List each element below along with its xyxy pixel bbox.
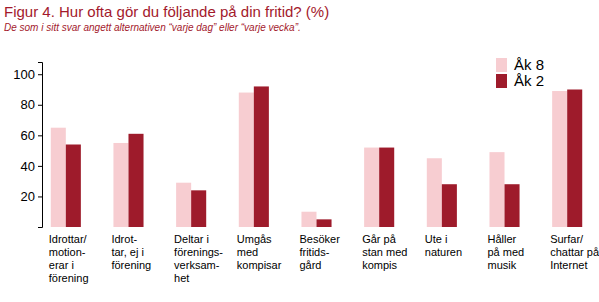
- bars: [51, 86, 582, 227]
- series: [51, 91, 567, 227]
- y-axis: 20 40 60 80 100: [13, 63, 42, 228]
- axis-line: [38, 63, 43, 228]
- category-label: Hållerpå medmusik: [487, 233, 524, 271]
- category-label: Surfar/chattar påInternet: [550, 233, 599, 271]
- tick: 20: [21, 189, 42, 204]
- category-label: Ute inaturen: [425, 233, 462, 258]
- bar: [66, 145, 81, 228]
- category-label: Umgåsmedkompisar: [237, 233, 282, 271]
- bar: [379, 148, 394, 227]
- category-label: Går påstan medkompis: [362, 233, 407, 271]
- tick-label: 40: [21, 159, 35, 174]
- tick: 100: [13, 67, 42, 82]
- bar: [113, 143, 128, 227]
- legend: Åk 8Åk 2: [496, 56, 544, 89]
- category-label: Besökerfritids-gård: [299, 233, 340, 271]
- bar: [552, 91, 567, 227]
- legend-item: Åk 2: [496, 72, 544, 89]
- bar: [254, 86, 269, 227]
- tick-mark: [38, 196, 42, 197]
- tick-mark: [38, 135, 42, 136]
- category-label: Idrottar/motion-erar iförening: [49, 233, 89, 284]
- bar: [51, 128, 66, 227]
- tick-label: 60: [21, 128, 35, 143]
- bar: [191, 190, 206, 227]
- tick: 60: [21, 128, 42, 143]
- x-labels: Idrottar/motion-erar iförening Idrot-tar,…: [49, 233, 599, 284]
- tick-mark: [38, 105, 42, 106]
- bar: [427, 158, 442, 227]
- category-label: Deltar iförenings-verksam-het: [174, 233, 223, 284]
- legend-label: Åk 2: [514, 72, 544, 89]
- tick-label: 20: [21, 189, 35, 204]
- title: Figur 4. Hur ofta gör du följande på din…: [4, 3, 329, 20]
- chart: Figur 4. Hur ofta gör du följande på din…: [0, 0, 599, 302]
- bar: [442, 184, 457, 227]
- bar: [317, 219, 332, 227]
- legend-swatch: [496, 74, 507, 88]
- category-label: Idrot-tar, ej iförening: [111, 233, 151, 271]
- bar: [128, 134, 143, 227]
- tick: 40: [21, 159, 42, 174]
- tick-label: 80: [21, 97, 35, 112]
- bar: [567, 90, 582, 228]
- tick: 80: [21, 97, 42, 112]
- legend-item: Åk 8: [496, 56, 544, 73]
- tick-label: 100: [13, 67, 35, 82]
- bar: [239, 93, 254, 227]
- plot: 20 40 60 80 100 Idrottar/motion-erar iförenin…: [13, 56, 599, 284]
- tick-mark: [38, 166, 42, 167]
- tick-mark: [38, 74, 42, 75]
- subtitle: De som i sitt svar angett alternativen “…: [4, 22, 301, 33]
- bar: [364, 148, 379, 227]
- legend-swatch: [496, 58, 507, 72]
- bar: [301, 212, 316, 227]
- series: [66, 86, 582, 227]
- bar: [505, 184, 520, 227]
- bar: [176, 183, 191, 227]
- legend-label: Åk 8: [514, 56, 544, 73]
- bar: [489, 152, 504, 227]
